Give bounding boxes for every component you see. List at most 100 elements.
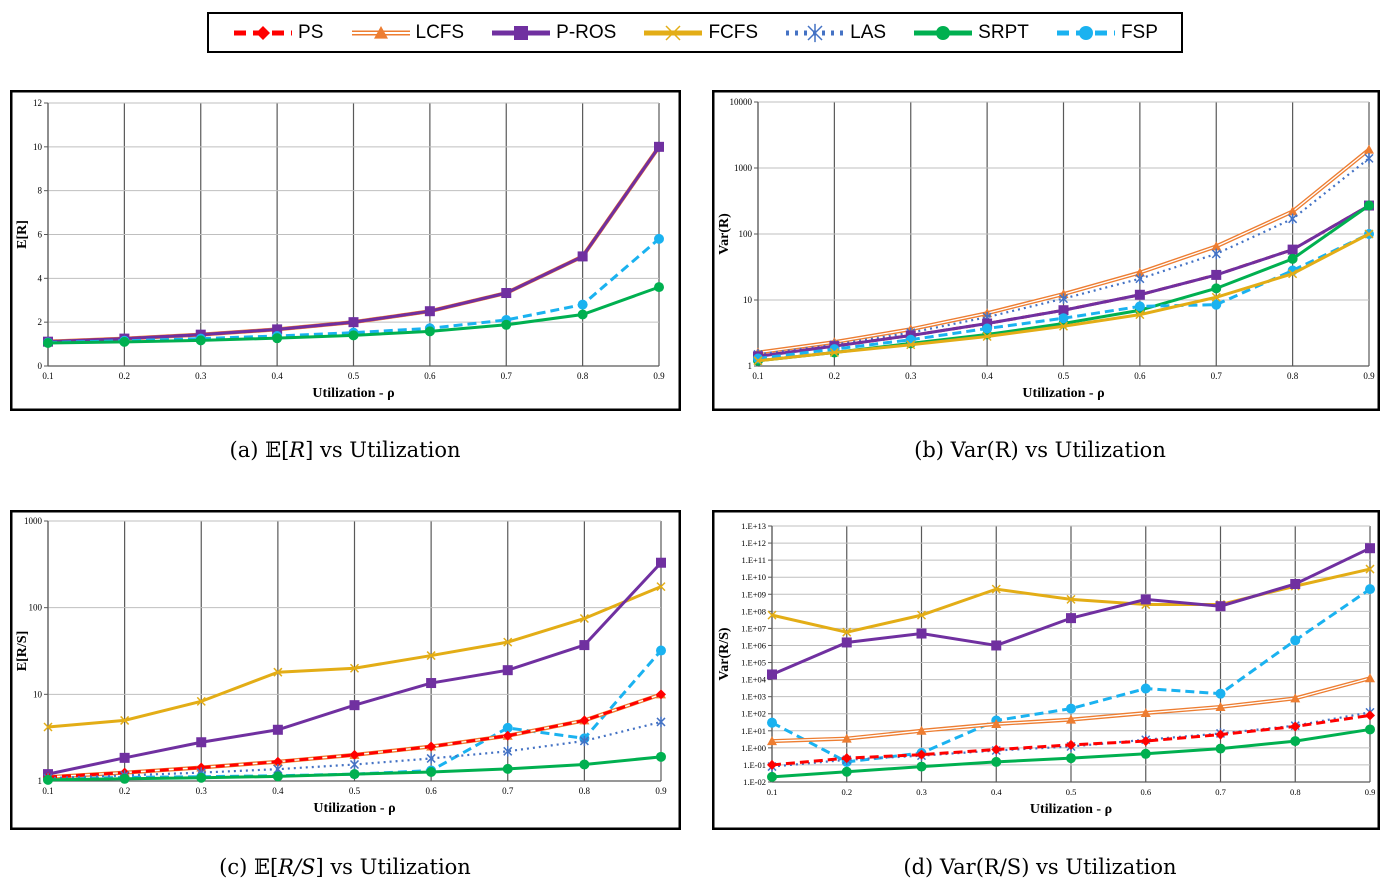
data-point-fcfs bbox=[426, 651, 436, 661]
data-point-srpt bbox=[767, 771, 777, 782]
chart-c-xtick-label: 0.5 bbox=[349, 786, 361, 796]
data-point-p-ros bbox=[349, 700, 360, 711]
chart-c-ytick-label: 10 bbox=[33, 689, 43, 699]
data-point-las bbox=[1058, 293, 1069, 304]
data-point-srpt bbox=[196, 772, 207, 783]
chart-d-xtick-label: 0.8 bbox=[1290, 787, 1301, 797]
chart-c-xtick-label: 0.4 bbox=[272, 786, 284, 796]
data-point-lcfs bbox=[1211, 241, 1222, 251]
legend-item-lcfs: LCFS bbox=[350, 22, 464, 44]
legend-swatch-fsp bbox=[1056, 25, 1115, 40]
data-point-fcfs bbox=[1066, 594, 1076, 604]
data-point-p-ros bbox=[1058, 305, 1069, 316]
data-point-fsp bbox=[1215, 688, 1226, 699]
data-point-p-ros bbox=[119, 752, 130, 763]
data-point-fcfs bbox=[349, 663, 360, 673]
data-point-srpt bbox=[43, 337, 53, 348]
legend-label-fsp: FSP bbox=[1120, 21, 1158, 43]
chart-d-xtick-label: 0.9 bbox=[1365, 787, 1376, 797]
series-p-ros-d bbox=[767, 543, 1375, 680]
panel-variance-response-time: 1 10 100 1000 10000 0.1 0.2 0.3 0.4 0.5 0.6 0.7 0.8 0… bbox=[712, 90, 1380, 411]
caption-d: (d) Var(R/S) vs Utilization bbox=[903, 855, 1177, 879]
chart-b-xtick-label: 0.5 bbox=[1058, 371, 1070, 381]
chart-d-ytick-label: 1.E+00 bbox=[741, 743, 766, 753]
data-point-p-ros bbox=[196, 737, 207, 748]
data-point-fcfs bbox=[1365, 564, 1375, 574]
legend-item-las: LAS bbox=[784, 22, 886, 44]
chart-c-ylabel: E[R/S] bbox=[15, 631, 30, 671]
data-point-srpt bbox=[195, 335, 206, 346]
legend-marker-ps bbox=[256, 25, 271, 40]
series-srpt-a bbox=[43, 282, 664, 348]
chart-d-ytick-label: 1.E+02 bbox=[741, 709, 766, 719]
chart-d-xtick-label: 0.7 bbox=[1215, 787, 1226, 797]
chart-d-xtick-label: 0.1 bbox=[767, 787, 778, 797]
series-line-las bbox=[757, 157, 1370, 356]
data-point-fsp bbox=[767, 717, 777, 728]
data-point-fcfs bbox=[767, 610, 777, 620]
data-point-srpt bbox=[348, 330, 359, 341]
data-point-lcfs bbox=[916, 725, 927, 735]
data-point-fcfs bbox=[829, 347, 839, 358]
data-point-ps bbox=[767, 759, 777, 770]
data-point-ps bbox=[1140, 736, 1151, 747]
data-point-srpt bbox=[841, 766, 852, 777]
chart-b-ylabel: Var(R) bbox=[717, 213, 732, 255]
data-point-fcfs bbox=[196, 696, 206, 706]
data-point-p-ros bbox=[1290, 578, 1301, 589]
data-point-lcfs bbox=[1134, 267, 1145, 277]
legend-marker-fsp bbox=[1078, 25, 1093, 40]
chart-d-xtick-label: 0.6 bbox=[1140, 787, 1151, 797]
data-point-lcfs bbox=[1364, 144, 1374, 154]
data-point-las bbox=[656, 716, 666, 728]
data-point-ps bbox=[656, 689, 666, 700]
legend-item-ps: PS bbox=[232, 22, 323, 44]
series-srpt-c bbox=[43, 751, 666, 785]
data-point-p-ros bbox=[1134, 289, 1145, 300]
chart-b-ytick-label: 100 bbox=[739, 229, 753, 239]
chart-d-frame bbox=[712, 510, 1380, 830]
legend-swatch-srpt bbox=[914, 25, 973, 40]
chart-c-xtick-label: 0.7 bbox=[502, 786, 514, 796]
chart-d-ytick-label: 1.E-02 bbox=[743, 777, 766, 787]
data-point-srpt bbox=[426, 767, 437, 778]
data-point-p-ros bbox=[1211, 269, 1222, 280]
data-point-srpt bbox=[502, 763, 513, 774]
data-point-lcfs bbox=[1140, 708, 1151, 718]
chart-b-ytick-label: 10 bbox=[743, 295, 753, 305]
data-point-srpt bbox=[1287, 253, 1298, 264]
chart-d-ytick-label: 1.E+11 bbox=[741, 555, 766, 565]
series-fcfs-b bbox=[753, 229, 1374, 366]
data-point-ps bbox=[916, 749, 927, 760]
series-srpt-d bbox=[767, 724, 1375, 782]
data-point-lcfs bbox=[841, 733, 852, 743]
legend-label-p-ros: P-ROS bbox=[556, 21, 617, 43]
legend-marker-srpt bbox=[936, 25, 951, 40]
data-point-ps bbox=[1290, 721, 1301, 732]
chart-a-xlabel: Utilization - ρ bbox=[312, 386, 394, 401]
chart-d-ytick-label: 1.E+06 bbox=[741, 640, 766, 650]
data-point-p-ros bbox=[272, 724, 283, 735]
chart-d-ytick-label: 1.E+12 bbox=[741, 538, 766, 548]
chart-d-ytick-label: 1.E+13 bbox=[741, 521, 766, 531]
caption-b: (b) Var(R) vs Utilization bbox=[914, 438, 1166, 462]
data-point-fsp bbox=[1134, 301, 1145, 312]
data-point-lcfs bbox=[1290, 693, 1301, 703]
chart-c-ytick-label: 1000 bbox=[24, 516, 43, 526]
chart-d-ytick-label: 1.E+08 bbox=[741, 606, 766, 616]
data-point-p-ros bbox=[1066, 613, 1076, 624]
chart-b-xtick-label: 0.2 bbox=[829, 371, 840, 381]
data-point-p-ros bbox=[654, 141, 664, 152]
data-point-srpt bbox=[577, 309, 588, 320]
data-point-srpt bbox=[272, 333, 283, 344]
chart-b-ytick-label: 10000 bbox=[730, 97, 753, 107]
data-point-srpt bbox=[579, 759, 590, 770]
data-point-fsp bbox=[1066, 703, 1076, 714]
data-point-fcfs bbox=[503, 637, 513, 647]
data-point-fcfs bbox=[906, 340, 916, 350]
chart-a-ytick-label: 12 bbox=[33, 98, 42, 108]
legend-item-fsp: FSP bbox=[1055, 22, 1158, 44]
chart-b-xtick-label: 0.4 bbox=[982, 371, 994, 381]
data-point-fcfs bbox=[916, 610, 927, 620]
chart-a-xtick-label: 0.7 bbox=[501, 371, 513, 381]
